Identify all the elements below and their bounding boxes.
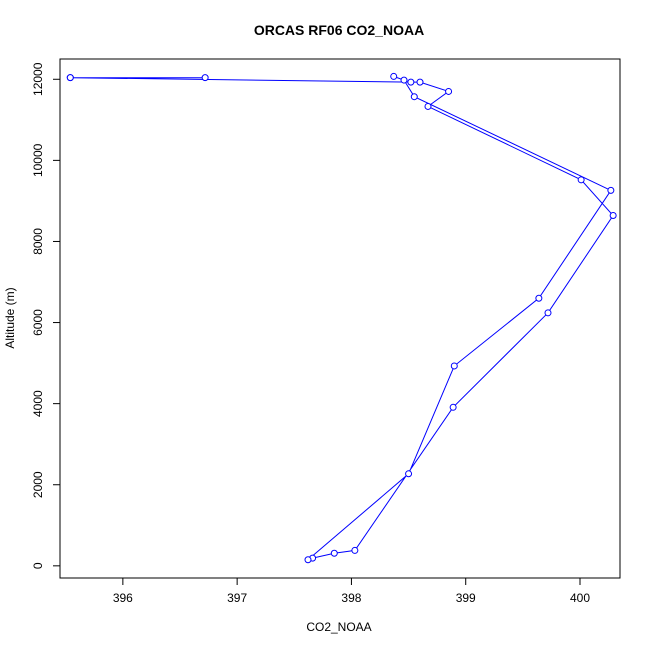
series-line: [70, 75, 614, 561]
data-point: [407, 78, 415, 86]
data-point: [607, 186, 615, 194]
y-tick-label: 12000: [31, 62, 45, 96]
x-tick-label: 400: [570, 591, 590, 605]
data-point: [390, 72, 398, 80]
x-axis: 396 397 398 399 400: [113, 577, 590, 605]
data-point: [66, 74, 74, 82]
data-point: [609, 212, 617, 220]
chart-title: ORCAS RF06 CO2_NOAA: [254, 22, 424, 38]
data-point: [330, 549, 338, 557]
y-axis-label: Altitude (m): [3, 287, 17, 348]
data-point: [535, 294, 543, 302]
x-tick-label: 399: [456, 591, 476, 605]
data-point: [400, 76, 408, 84]
x-tick-label: 398: [341, 591, 361, 605]
data-point: [449, 403, 457, 411]
y-tick-label: 10000: [31, 143, 45, 177]
data-point: [445, 87, 453, 95]
data-point: [577, 176, 585, 184]
data-point: [410, 93, 418, 101]
data-point: [304, 556, 312, 564]
x-tick-label: 396: [113, 591, 133, 605]
data-point: [405, 470, 413, 478]
y-tick-label: 8000: [31, 228, 45, 255]
data-point: [201, 74, 209, 82]
plot-frame: [59, 58, 621, 579]
x-axis-label: CO2_NOAA: [306, 620, 371, 634]
data-point: [544, 309, 552, 317]
data-point: [424, 102, 432, 110]
y-tick-label: 6000: [31, 309, 45, 336]
y-tick-label: 2000: [31, 471, 45, 498]
y-tick-label: 0: [31, 562, 45, 569]
data-point: [416, 78, 424, 86]
data-point: [351, 546, 359, 554]
y-axis: 0 2000 4000 6000 8000 10000 12000: [31, 62, 61, 569]
y-tick-label: 4000: [31, 390, 45, 417]
series-layer: [66, 72, 617, 564]
data-point: [450, 362, 458, 370]
x-tick-label: 397: [227, 591, 247, 605]
